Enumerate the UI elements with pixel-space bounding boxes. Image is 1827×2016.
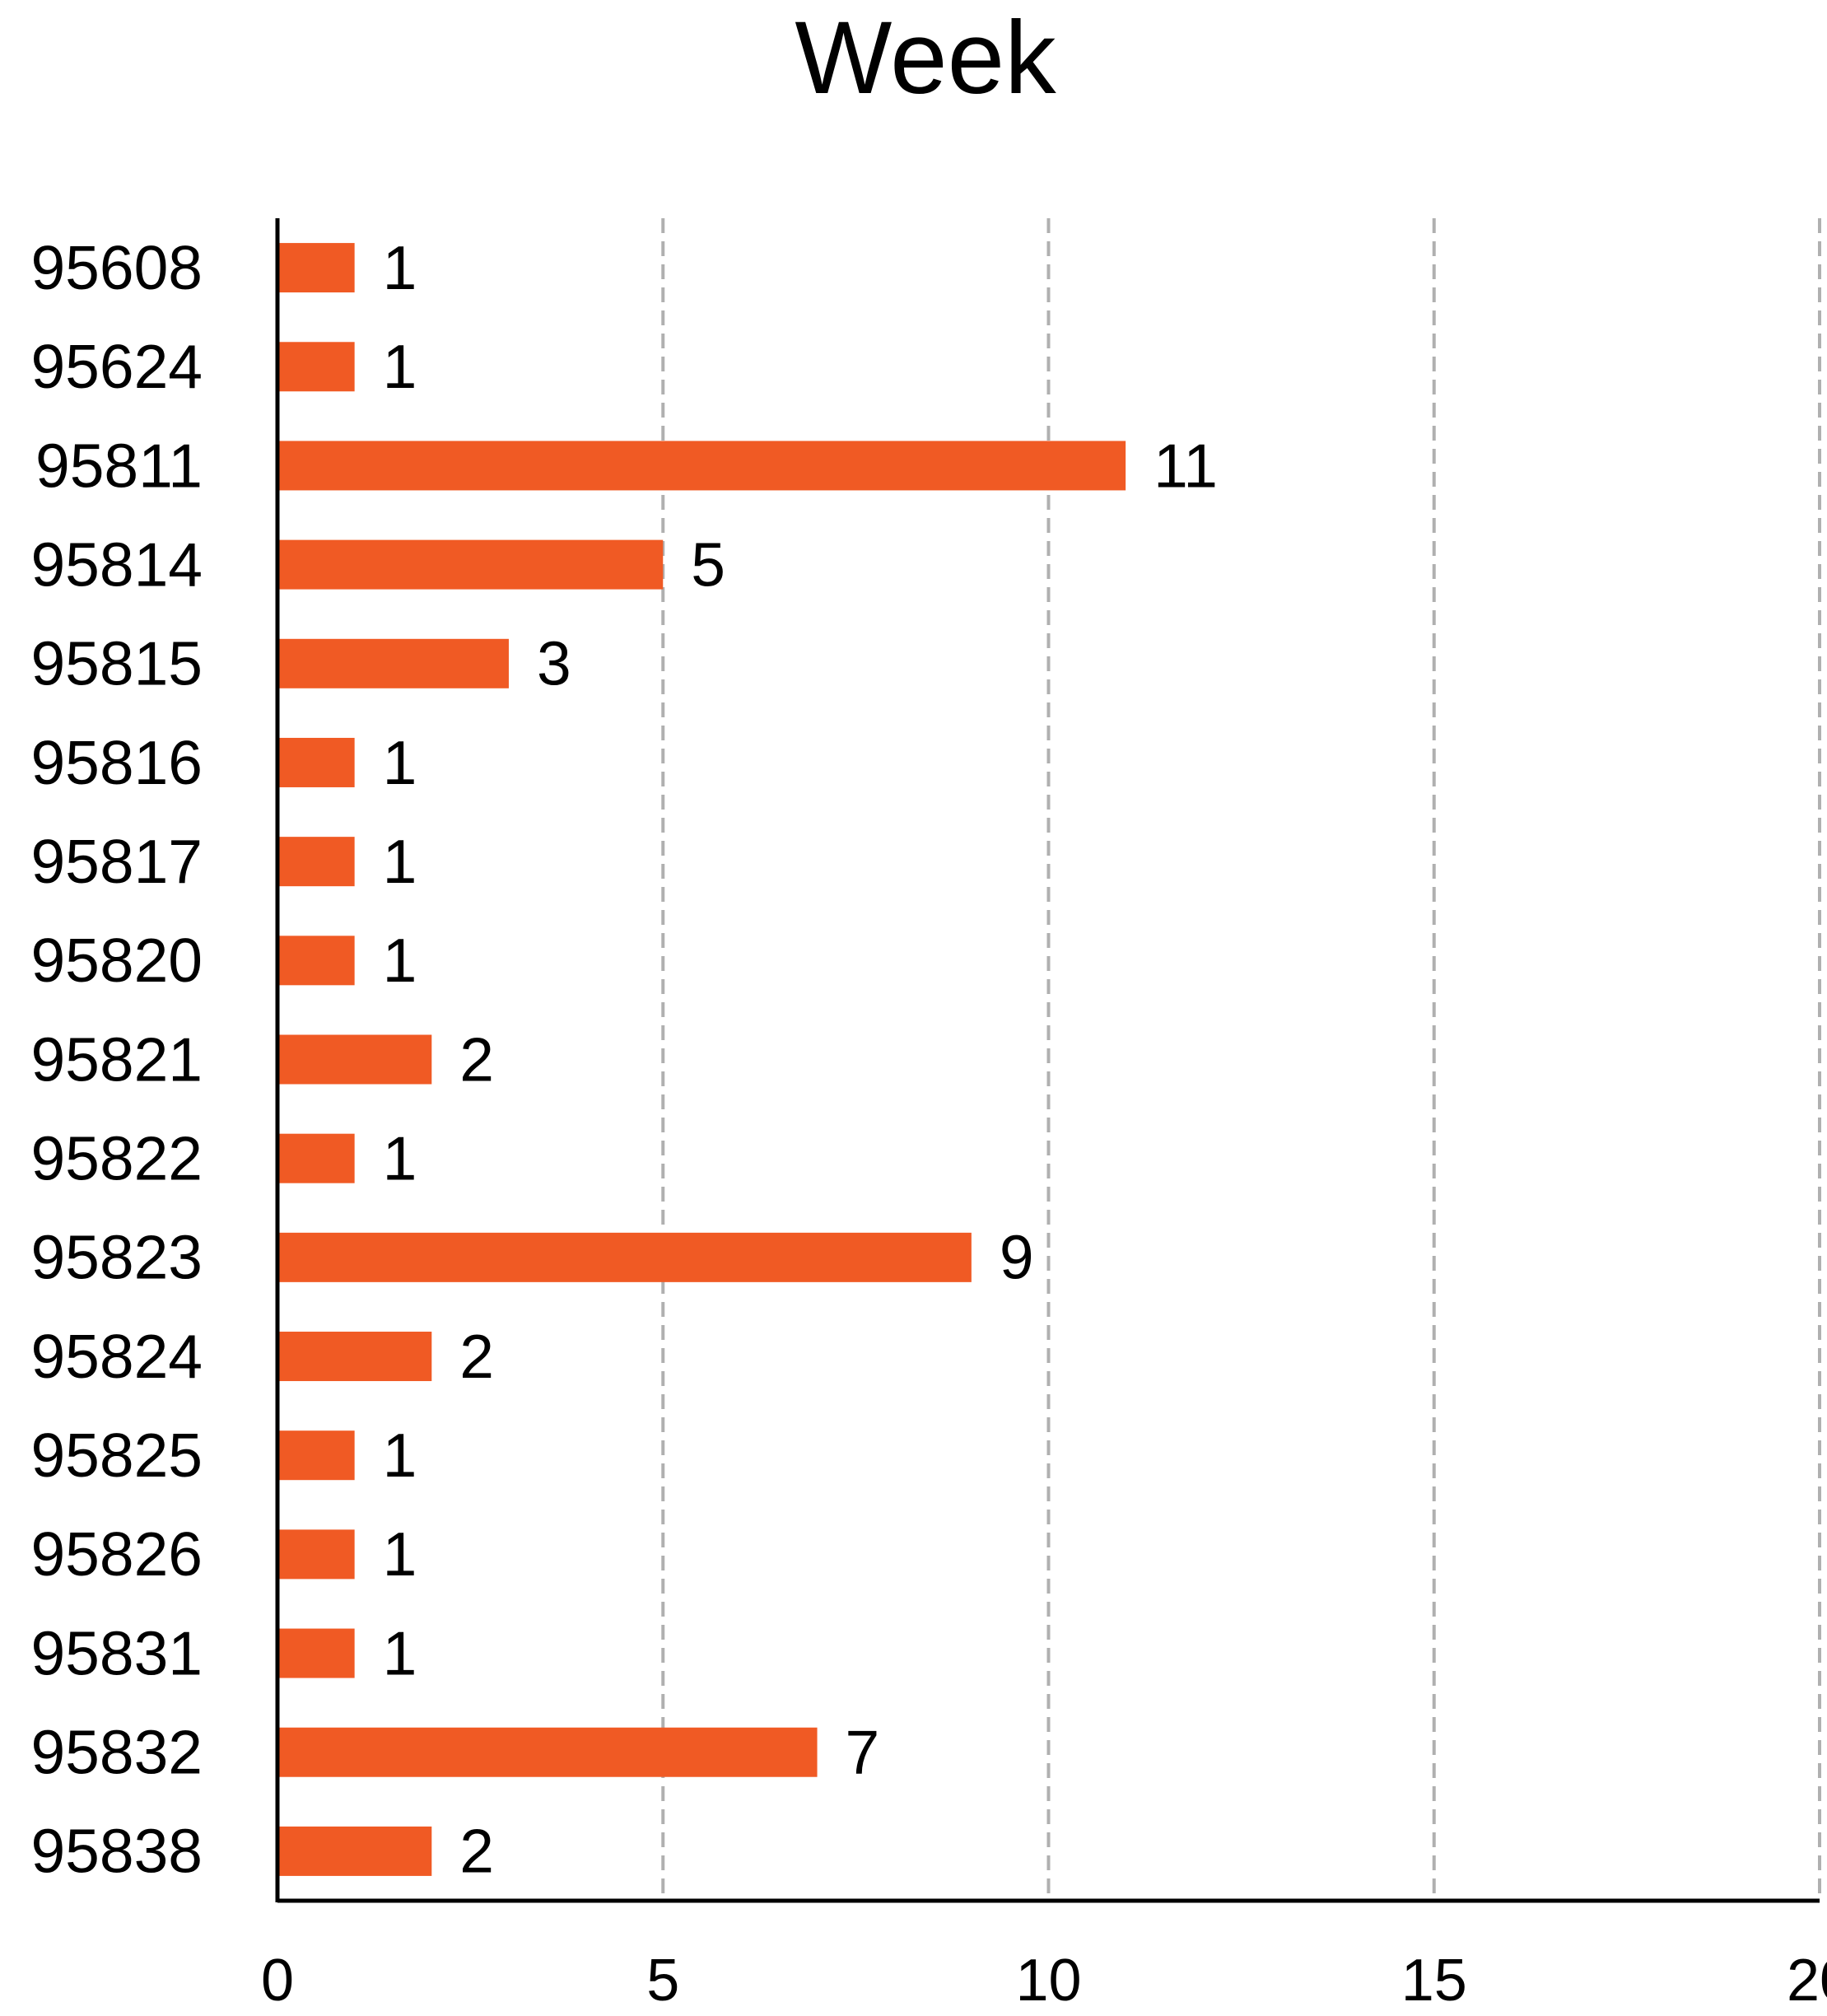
bar xyxy=(277,1628,355,1678)
data-label: 1 xyxy=(383,1421,417,1490)
x-tick-label: 20 xyxy=(1787,1948,1827,2014)
x-tick-label: 5 xyxy=(646,1948,679,2014)
y-tick-label: 95824 xyxy=(30,1322,203,1391)
y-tick-label: 95817 xyxy=(30,827,203,896)
data-label: 7 xyxy=(846,1718,880,1787)
bar xyxy=(277,342,355,392)
data-label: 1 xyxy=(383,728,417,797)
data-label: 2 xyxy=(459,1817,494,1886)
data-label: 1 xyxy=(383,1123,417,1192)
bar xyxy=(277,737,355,787)
data-label: 1 xyxy=(383,926,417,995)
chart-title: Week xyxy=(795,1,1056,115)
bar xyxy=(277,1529,355,1580)
bar xyxy=(277,936,355,986)
bar xyxy=(277,1727,818,1777)
bar xyxy=(277,638,509,688)
bar xyxy=(277,243,355,293)
y-tick-label: 95825 xyxy=(30,1421,203,1490)
data-label: 5 xyxy=(691,530,725,599)
data-label: 1 xyxy=(383,827,417,896)
y-tick-label: 95624 xyxy=(30,332,203,401)
data-label: 2 xyxy=(459,1322,494,1391)
bar xyxy=(277,837,355,887)
data-label: 1 xyxy=(383,332,417,401)
data-label: 2 xyxy=(459,1024,494,1094)
y-tick-label: 95814 xyxy=(30,530,203,599)
bar xyxy=(277,1430,355,1481)
y-tick-label: 95816 xyxy=(30,728,203,797)
y-tick-label: 95838 xyxy=(30,1817,203,1886)
data-label: 11 xyxy=(1154,431,1218,500)
y-tick-label: 95811 xyxy=(35,431,203,500)
bar xyxy=(277,1826,432,1876)
bar xyxy=(277,1332,432,1382)
y-tick-label: 95826 xyxy=(30,1519,203,1589)
data-label: 1 xyxy=(383,1618,417,1687)
data-label: 1 xyxy=(383,1519,417,1589)
y-tick-label: 95821 xyxy=(30,1024,203,1094)
y-tick-label: 95831 xyxy=(30,1618,203,1687)
y-tick-label: 95815 xyxy=(30,629,203,698)
bar xyxy=(277,441,1126,491)
x-tick-label: 10 xyxy=(1015,1948,1081,2014)
data-label: 9 xyxy=(1000,1223,1034,1292)
y-tick-label: 95820 xyxy=(30,926,203,995)
bar xyxy=(277,1034,432,1085)
y-tick-label: 95832 xyxy=(30,1718,203,1787)
y-tick-label: 95823 xyxy=(30,1223,203,1292)
x-tick-label: 0 xyxy=(261,1948,294,2014)
x-tick-label: 15 xyxy=(1401,1948,1467,2014)
bar xyxy=(277,1133,355,1183)
y-tick-label: 95608 xyxy=(30,233,203,302)
y-tick-label: 95822 xyxy=(30,1123,203,1192)
bar xyxy=(277,1232,972,1282)
data-label: 3 xyxy=(537,629,571,698)
bar xyxy=(277,539,664,590)
data-label: 1 xyxy=(383,233,417,302)
